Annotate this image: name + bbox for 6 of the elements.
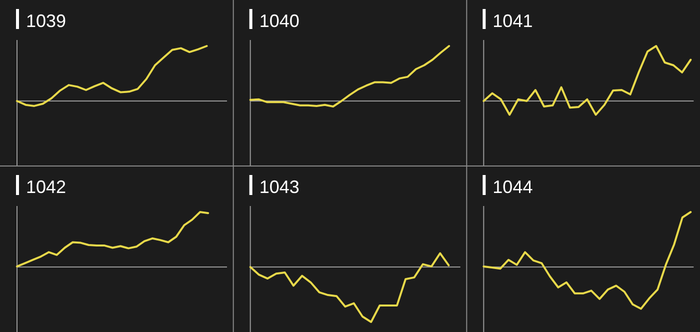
chart-title: 1041 <box>492 11 533 31</box>
chart-title: 1043 <box>259 177 300 197</box>
chart-title: 1042 <box>26 177 66 197</box>
chart-title: 1044 <box>492 177 533 197</box>
chart-title: 1039 <box>26 11 66 31</box>
chart-title: 1040 <box>259 11 300 31</box>
